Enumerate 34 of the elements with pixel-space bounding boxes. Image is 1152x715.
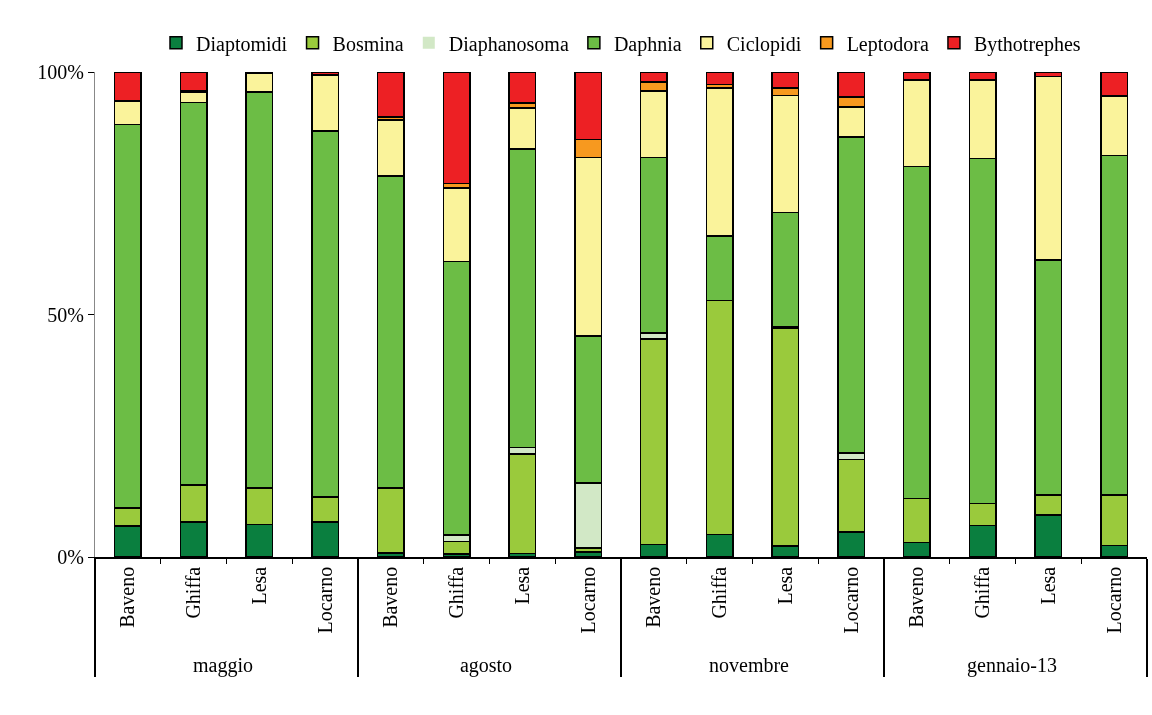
text: gennaio-13	[967, 653, 1057, 677]
legend-label: Leptodora	[846, 32, 929, 56]
y-tick-label: 0%	[57, 546, 84, 568]
x-tick-label: Baveno	[116, 566, 139, 628]
x-tick-label: Ghiffa	[445, 566, 468, 619]
text: novembre	[709, 653, 790, 676]
x-tick-label: Locarno	[576, 566, 599, 634]
x-tick-label: Lesa	[773, 566, 796, 605]
x-tick-label: Ghiffa	[182, 566, 205, 619]
y-tick-label: 100%	[37, 61, 84, 83]
text: maggio	[193, 653, 253, 677]
x-tick-label: Locarno	[839, 566, 862, 634]
x-tick-label: Lesa	[1036, 566, 1059, 605]
legend-label: Diaphanosoma	[448, 32, 569, 56]
bar	[442, 72, 471, 185]
x-tick-label: Lesa	[510, 566, 533, 605]
y-tick-label: 50%	[47, 303, 84, 326]
legend-label: Bosmina	[332, 32, 404, 55]
legend-label: Bythotrephes	[973, 32, 1081, 56]
legend-label: Daphnia	[613, 32, 682, 56]
x-tick-label: Ghiffa	[971, 566, 994, 619]
text: agosto	[459, 653, 513, 677]
x-tick-label: Ghiffa	[708, 566, 731, 619]
legend-label: Ciclopidi	[726, 32, 802, 56]
x-tick-label: Locarno	[313, 566, 336, 634]
x-tick-label: Locarno	[1102, 566, 1125, 634]
bar	[179, 72, 208, 92]
x-tick-label: Baveno	[379, 566, 402, 628]
x-tick-label: Lesa	[247, 566, 270, 605]
bar	[705, 72, 734, 86]
bar	[376, 72, 405, 118]
legend-label: Diaptomidi	[196, 32, 288, 56]
x-tick-label: Baveno	[905, 566, 928, 628]
x-tick-label: Baveno	[642, 566, 665, 628]
